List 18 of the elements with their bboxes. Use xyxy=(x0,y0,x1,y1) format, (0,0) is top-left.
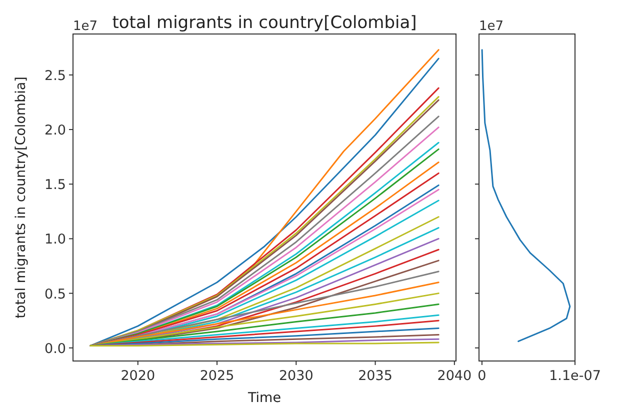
x-tick-label: 2020 xyxy=(120,368,156,384)
x-tick-label: 1.1e-07 xyxy=(549,368,601,384)
x-tick-label: 2025 xyxy=(200,368,234,384)
x-axis-title: Time xyxy=(246,390,282,406)
x-tick-label: 0 xyxy=(478,368,486,384)
y-tick-label: 2.0 xyxy=(44,122,66,139)
text: 1e7 xyxy=(479,19,504,34)
x-tick-label: 2040 xyxy=(437,368,472,384)
text: 1e7 xyxy=(73,19,98,34)
y-tick-label: 1.0 xyxy=(44,232,66,248)
y-tick-label: 0.5 xyxy=(44,286,66,302)
x-tick-label: 2030 xyxy=(278,368,314,384)
x-tick-label: 2035 xyxy=(358,368,392,384)
chart-title: total migrants in country[Colombia] xyxy=(112,13,417,33)
y-axis-title: total migrants in country[Colombia] xyxy=(13,76,29,318)
y-tick-label: 2.5 xyxy=(44,68,66,84)
y-tick-label: 0.0 xyxy=(44,340,66,357)
y-tick-label: 1.5 xyxy=(44,177,66,194)
